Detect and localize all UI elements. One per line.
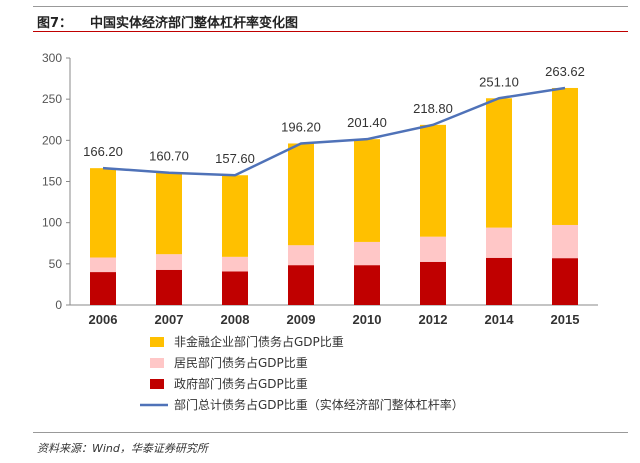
bar-segment [486, 98, 512, 228]
legend-label: 部门总计债务占GDP比重（实体经济部门整体杠杆率） [174, 397, 464, 412]
y-tick-label: 250 [42, 92, 62, 106]
bar-segment [90, 272, 116, 305]
data-label: 160.70 [149, 149, 189, 164]
legend-label: 政府部门债务占GDP比重 [174, 376, 308, 391]
bar-segment [288, 265, 314, 305]
bar-segment [420, 124, 446, 237]
bar-segment [156, 269, 182, 305]
bar-segment [156, 254, 182, 270]
data-label: 218.80 [413, 101, 453, 116]
data-label: 157.60 [215, 151, 255, 166]
x-tick-label: 2014 [485, 312, 515, 327]
figure-title: 图7： 中国实体经济部门整体杠杆率变化图 [37, 12, 316, 31]
data-label: 251.10 [479, 74, 519, 89]
data-label: 201.40 [347, 115, 387, 130]
y-tick-label: 50 [49, 257, 63, 271]
bar-segment [552, 258, 578, 305]
y-tick-label: 200 [42, 133, 62, 147]
bar-segment [486, 257, 512, 305]
x-tick-label: 2010 [353, 312, 382, 327]
bar-segment [90, 168, 116, 258]
bar-segment [156, 172, 182, 255]
bar-segment [222, 271, 248, 305]
y-tick-label: 150 [42, 175, 62, 189]
bar-segment [90, 257, 116, 273]
bottom-rule [33, 432, 628, 433]
data-label: 196.20 [281, 119, 321, 134]
figure-title-text: 中国实体经济部门整体杠杆率变化图 [90, 16, 299, 31]
bar-segment [354, 139, 380, 242]
data-label: 166.20 [83, 144, 123, 159]
x-tick-label: 2012 [419, 312, 448, 327]
legend-label: 居民部门债务占GDP比重 [174, 355, 308, 370]
y-tick-label: 100 [42, 216, 62, 230]
bar-segment [288, 143, 314, 246]
bar-segment [420, 236, 446, 262]
x-tick-label: 2007 [155, 312, 184, 327]
legend-swatch [150, 337, 164, 347]
source-note: 资料来源：Wind，华泰证券研究所 [37, 442, 208, 455]
y-tick-label: 300 [42, 51, 62, 65]
title-rule [33, 31, 628, 32]
data-label: 263.62 [545, 64, 585, 79]
bar-segment [354, 265, 380, 305]
total-line [102, 86, 566, 177]
y-tick-label: 0 [55, 298, 62, 312]
bar-segment [222, 256, 248, 272]
bar-segment [552, 87, 578, 225]
bar-segment [486, 227, 512, 258]
bar-segment [552, 224, 578, 259]
legend-swatch [150, 379, 164, 389]
x-tick-label: 2006 [89, 312, 118, 327]
x-tick-label: 2009 [287, 312, 316, 327]
figure-label: 图7： [37, 16, 73, 31]
bar-segment [288, 245, 314, 266]
legend-swatch [150, 358, 164, 368]
x-tick-label: 2008 [221, 312, 250, 327]
bar-segment [354, 241, 380, 266]
legend-label: 非金融企业部门债务占GDP比重 [174, 334, 344, 349]
bar-segment [420, 261, 446, 305]
bar-segment [222, 175, 248, 257]
top-rule [33, 6, 628, 7]
x-tick-label: 2015 [551, 312, 580, 327]
